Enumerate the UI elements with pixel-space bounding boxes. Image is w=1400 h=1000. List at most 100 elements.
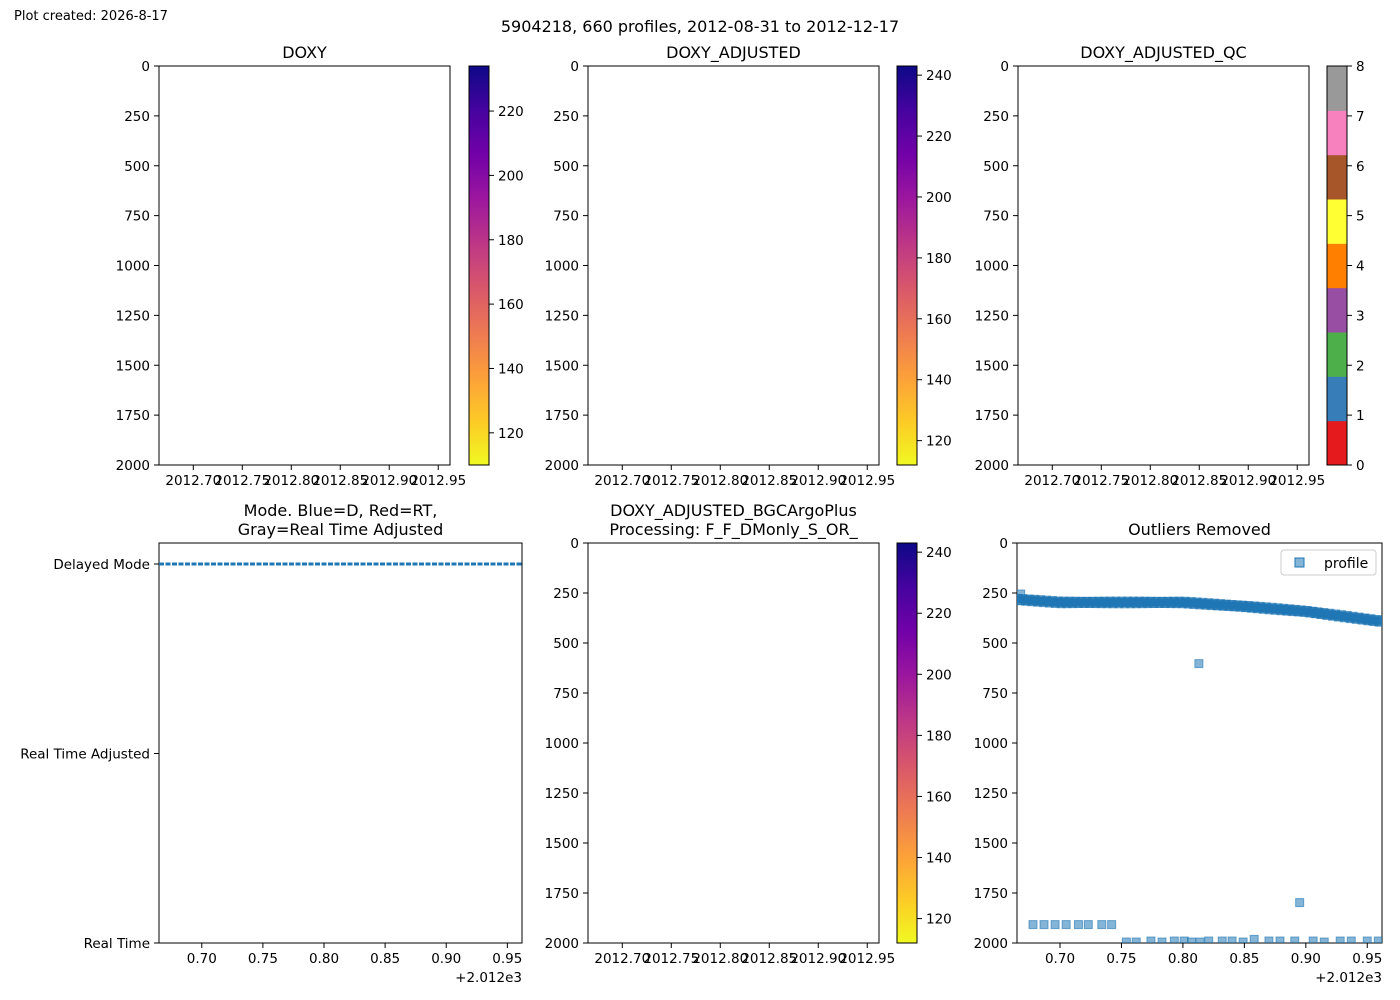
y-category-label: Real Time Adjusted (20, 747, 150, 763)
y-tick-label: 250 (124, 109, 150, 125)
colorbar-frame (896, 65, 918, 466)
y-tick-label: 750 (124, 209, 150, 225)
x-tick-label: 2012.95 (410, 473, 466, 489)
plot-frame (587, 542, 880, 944)
y-tick-label: 1250 (974, 786, 1008, 802)
x-tick-label: 0.90 (1291, 951, 1321, 967)
y-tick-label: 2000 (545, 936, 579, 952)
colorbar-tick-label: 200 (926, 190, 952, 206)
y-tick-label: 750 (553, 686, 579, 702)
legend-box (1280, 549, 1377, 576)
panel-title: DOXY_ADJUSTED (666, 43, 801, 63)
colorbar-segment (1327, 376, 1347, 422)
colorbar-frame (896, 542, 918, 944)
profile-marker (1295, 898, 1305, 908)
x-tick-label: 2012.80 (1122, 473, 1178, 489)
x-tick-label: 2012.80 (692, 951, 748, 967)
x-tick-label: 2012.95 (839, 473, 895, 489)
x-tick-label: 2012.75 (1073, 473, 1129, 489)
plot-frame (587, 65, 880, 466)
x-tick-label: 2012.85 (741, 473, 797, 489)
y-tick-label: 1000 (116, 259, 150, 275)
colorbar-tick-label: 3 (1356, 308, 1365, 324)
y-tick-label: 1000 (545, 259, 579, 275)
colorbar-segment (1327, 287, 1347, 333)
y-tick-label: 1000 (974, 736, 1008, 752)
y-tick-label: 750 (553, 209, 579, 225)
x-tick-label: 0.75 (1106, 951, 1136, 967)
panel-outliers: 0.70 0.75 0.80 0.85 0.90 0.95 +2.012e3 0 250 500 7… (974, 520, 1383, 986)
profile-marker (1195, 937, 1205, 943)
profile-marker (1335, 936, 1345, 943)
y-tick-label: 2000 (545, 458, 579, 474)
profile-marker (1017, 589, 1026, 599)
y-tick-label: 750 (983, 209, 1009, 225)
x-tick-label: 2012.85 (741, 951, 797, 967)
colorbar-tick-label: 180 (926, 728, 952, 744)
y-tick-label: 1750 (974, 886, 1008, 902)
plot-frame (158, 65, 451, 466)
colorbar-tick-label: 160 (498, 297, 524, 313)
y-tick-label: 1750 (545, 408, 579, 424)
y-tick-label: 0 (570, 59, 579, 75)
colorbar-tick-label: 5 (1356, 209, 1365, 225)
y-tick-label: 500 (983, 159, 1009, 175)
y-tick-label: 250 (983, 109, 1009, 125)
colorbar-segment (1327, 332, 1347, 377)
x-tick-label: 0.75 (248, 951, 278, 967)
y-tick-label: 1750 (975, 408, 1009, 424)
x-tick-label: 2012.70 (165, 473, 221, 489)
outlier-markers (1017, 589, 1382, 943)
profile-marker (1187, 937, 1197, 943)
colorbar-segment (1327, 154, 1347, 200)
x-tick-label: 2012.75 (643, 951, 699, 967)
y-tick-label: 1500 (116, 358, 150, 374)
y-tick-label: 250 (553, 109, 579, 125)
colorbar-tick-label: 240 (926, 545, 952, 561)
colorbar-tick-label: 1 (1356, 408, 1365, 424)
profile-marker (1061, 920, 1071, 930)
panel-doxy-adjusted-qc: 2012.702012.752012.802012.852012.902012.… (975, 43, 1365, 489)
colorbar-segment (1327, 66, 1347, 111)
colorbar-tick-label: 220 (498, 104, 524, 120)
plot-frame (158, 542, 523, 944)
colorbar-tick-label: 200 (926, 667, 952, 683)
profile-marker (1275, 936, 1285, 943)
profile-marker (1264, 936, 1274, 943)
panel-title: Gray=Real Time Adjusted (238, 520, 444, 539)
y-tick-label: 500 (553, 159, 579, 175)
colorbar-tick-label: 220 (926, 129, 952, 145)
y-tick-label: 1250 (545, 308, 579, 324)
profile-marker (1362, 936, 1372, 943)
panel-title: DOXY_ADJUSTED_BGCArgoPlus (610, 501, 857, 521)
x-tick-label: 2012.90 (1220, 473, 1276, 489)
y-category-label: Delayed Mode (53, 557, 150, 573)
colorbar-segment (1327, 420, 1347, 466)
profile-marker (1204, 936, 1214, 943)
x-tick-label: 2012.70 (594, 951, 650, 967)
y-tick-label: 0 (141, 59, 150, 75)
colorbar-tick-label: 160 (926, 312, 952, 328)
profile-marker (1169, 936, 1179, 943)
x-tick-label: 2012.85 (312, 473, 368, 489)
y-tick-label: 750 (982, 686, 1008, 702)
panel-title: Processing: F_F_DMonly_S_OR_ (609, 520, 858, 540)
colorbar-tick-label: 140 (498, 361, 524, 377)
colorbar-tick-label: 240 (926, 68, 952, 84)
x-tick-label: 2012.90 (790, 473, 846, 489)
profile-marker (1107, 920, 1117, 930)
profile-marker (1346, 936, 1356, 943)
x-tick-label: 2012.95 (1269, 473, 1325, 489)
colorbar (897, 66, 917, 465)
x-tick-label: 0.70 (187, 951, 217, 967)
panel-doxy: 2012.702012.752012.802012.852012.902012.… (116, 43, 524, 489)
profile-marker (1157, 937, 1167, 943)
colorbar-tick-label: 140 (926, 851, 952, 867)
profile-marker (1121, 937, 1131, 943)
y-tick-label: 1750 (116, 408, 150, 424)
y-tick-label: 1500 (545, 836, 579, 852)
profile-marker (1097, 920, 1107, 930)
y-tick-label: 250 (982, 586, 1008, 602)
profile-marker (1227, 936, 1237, 943)
panel-title: Outliers Removed (1128, 520, 1271, 539)
